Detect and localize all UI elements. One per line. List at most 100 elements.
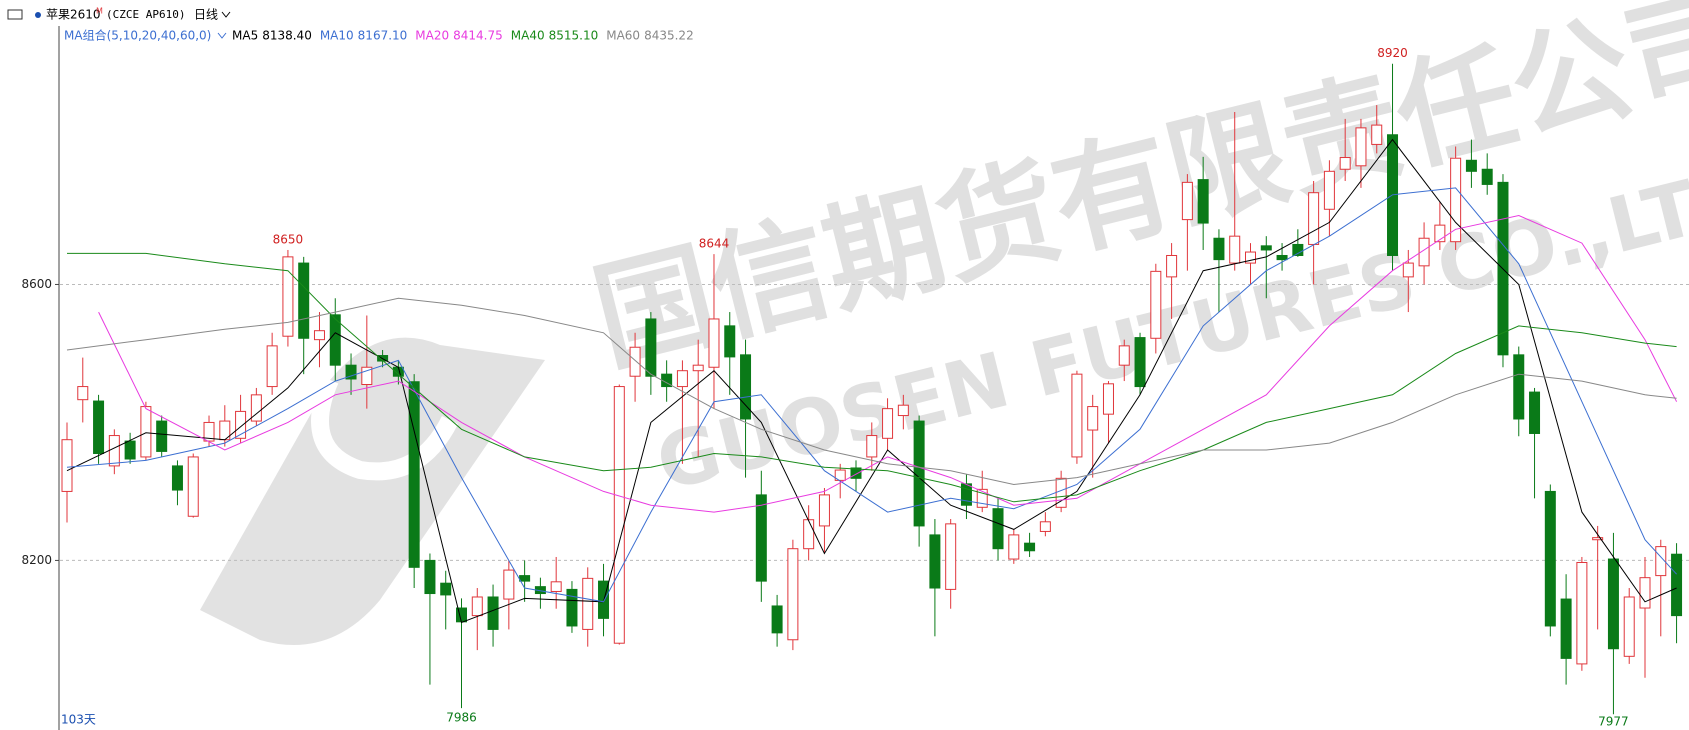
candle-body — [866, 435, 878, 458]
candle-body — [1197, 179, 1209, 224]
candle-body — [992, 508, 1004, 550]
candle-body — [1450, 157, 1462, 243]
candle-body — [1418, 237, 1430, 267]
candle-body — [1623, 596, 1635, 657]
candle-body — [124, 440, 136, 460]
candle-body — [598, 580, 610, 619]
header-period[interactable]: 日线 — [194, 8, 218, 22]
candle-body — [266, 345, 278, 388]
legend-title[interactable]: MA组合(5,10,20,40,60,0) — [64, 28, 211, 43]
candle-body — [850, 467, 862, 479]
candle-body — [1402, 262, 1414, 278]
candle-body — [566, 588, 578, 627]
candle-body — [897, 404, 909, 417]
candle-body — [203, 421, 215, 442]
candle-body — [108, 435, 120, 467]
candle-body — [1102, 383, 1114, 415]
candle-body — [1529, 391, 1541, 434]
candle-body — [503, 569, 515, 600]
header-code: (CZCE AP610) — [106, 8, 185, 21]
candle-body — [471, 596, 483, 617]
candle-body — [676, 370, 688, 388]
candle-body — [1071, 373, 1083, 458]
candle-body — [1339, 157, 1351, 170]
candle-body — [1481, 168, 1493, 185]
candle-body — [1607, 558, 1619, 650]
candle-body — [1292, 243, 1304, 256]
candle-body — [929, 534, 941, 589]
ma-line — [66, 138, 1677, 624]
legend-name: MA20 — [415, 29, 449, 43]
candle-body — [976, 488, 988, 508]
candle-body — [1150, 270, 1162, 339]
ma-line — [67, 252, 1677, 503]
candle-body — [1134, 337, 1146, 388]
candle-body — [629, 346, 641, 377]
candle-body — [424, 559, 436, 595]
header-name: 苹果2610 — [46, 8, 101, 22]
candle-body — [1008, 534, 1020, 560]
candle-body — [282, 256, 294, 337]
low-label: 7977 — [1598, 715, 1629, 729]
candle-body — [787, 548, 799, 641]
candle-body — [1118, 345, 1130, 366]
legend-value: 8414.75 — [453, 29, 503, 43]
ma-line — [98, 214, 1678, 513]
candle-body — [329, 314, 341, 366]
candle-body — [550, 581, 562, 592]
candle-body — [1039, 521, 1051, 532]
candle-body — [93, 400, 105, 454]
candle-body — [1513, 354, 1525, 420]
candle-body — [156, 420, 168, 452]
candle-body — [1260, 245, 1272, 251]
legend-name: MA5 — [232, 29, 258, 43]
watermark-logo — [200, 337, 545, 645]
candle-body — [1166, 254, 1178, 278]
candle-body — [1434, 224, 1446, 243]
candle-body — [298, 262, 310, 339]
candle-body — [519, 575, 531, 582]
candle-body — [1592, 537, 1604, 541]
candle-body — [834, 469, 846, 481]
candle-body — [1229, 235, 1241, 264]
candle-body — [1245, 251, 1256, 264]
candle-body — [645, 318, 657, 377]
y-tick-label: 8600 — [21, 277, 52, 291]
candle-body — [755, 494, 767, 582]
legend-name: MA60 — [606, 29, 640, 43]
legend-value: 8138.40 — [262, 29, 312, 43]
candle-body — [1087, 406, 1099, 431]
candle-body — [708, 318, 720, 368]
candle-body — [1371, 124, 1383, 145]
legend: MA组合(5,10,20,40,60,0) MA5 8138.40 MA10 8167… — [64, 28, 694, 43]
candle-body — [313, 330, 325, 341]
candle-body — [187, 456, 199, 517]
header: 苹果2610 M (CZCE AP610) 日线 — [7, 7, 231, 22]
candle-body — [1181, 181, 1193, 221]
candle-body — [1024, 542, 1036, 552]
candle-body — [1671, 553, 1683, 617]
candle-body — [882, 408, 894, 439]
candle-body — [171, 465, 183, 491]
candle-body — [487, 596, 499, 630]
candle-body — [582, 577, 594, 630]
candle-body — [235, 410, 247, 439]
high-label: 8650 — [273, 232, 304, 246]
header-icon[interactable] — [7, 9, 23, 20]
candle-body — [613, 386, 625, 644]
candle-body — [361, 366, 373, 386]
candle-body — [803, 519, 815, 550]
candle-body — [960, 483, 972, 506]
y-tick-label: 8200 — [21, 553, 52, 567]
legend-value: 8167.10 — [358, 29, 408, 43]
candle-body — [1576, 561, 1588, 665]
candle-body — [818, 494, 830, 527]
candle-body — [945, 523, 957, 590]
dropdown-arrow[interactable] — [217, 32, 227, 39]
ma-line — [66, 187, 1677, 603]
dropdown-arrow[interactable] — [221, 11, 231, 18]
candle-body — [1639, 577, 1651, 609]
candle-body — [77, 386, 89, 401]
